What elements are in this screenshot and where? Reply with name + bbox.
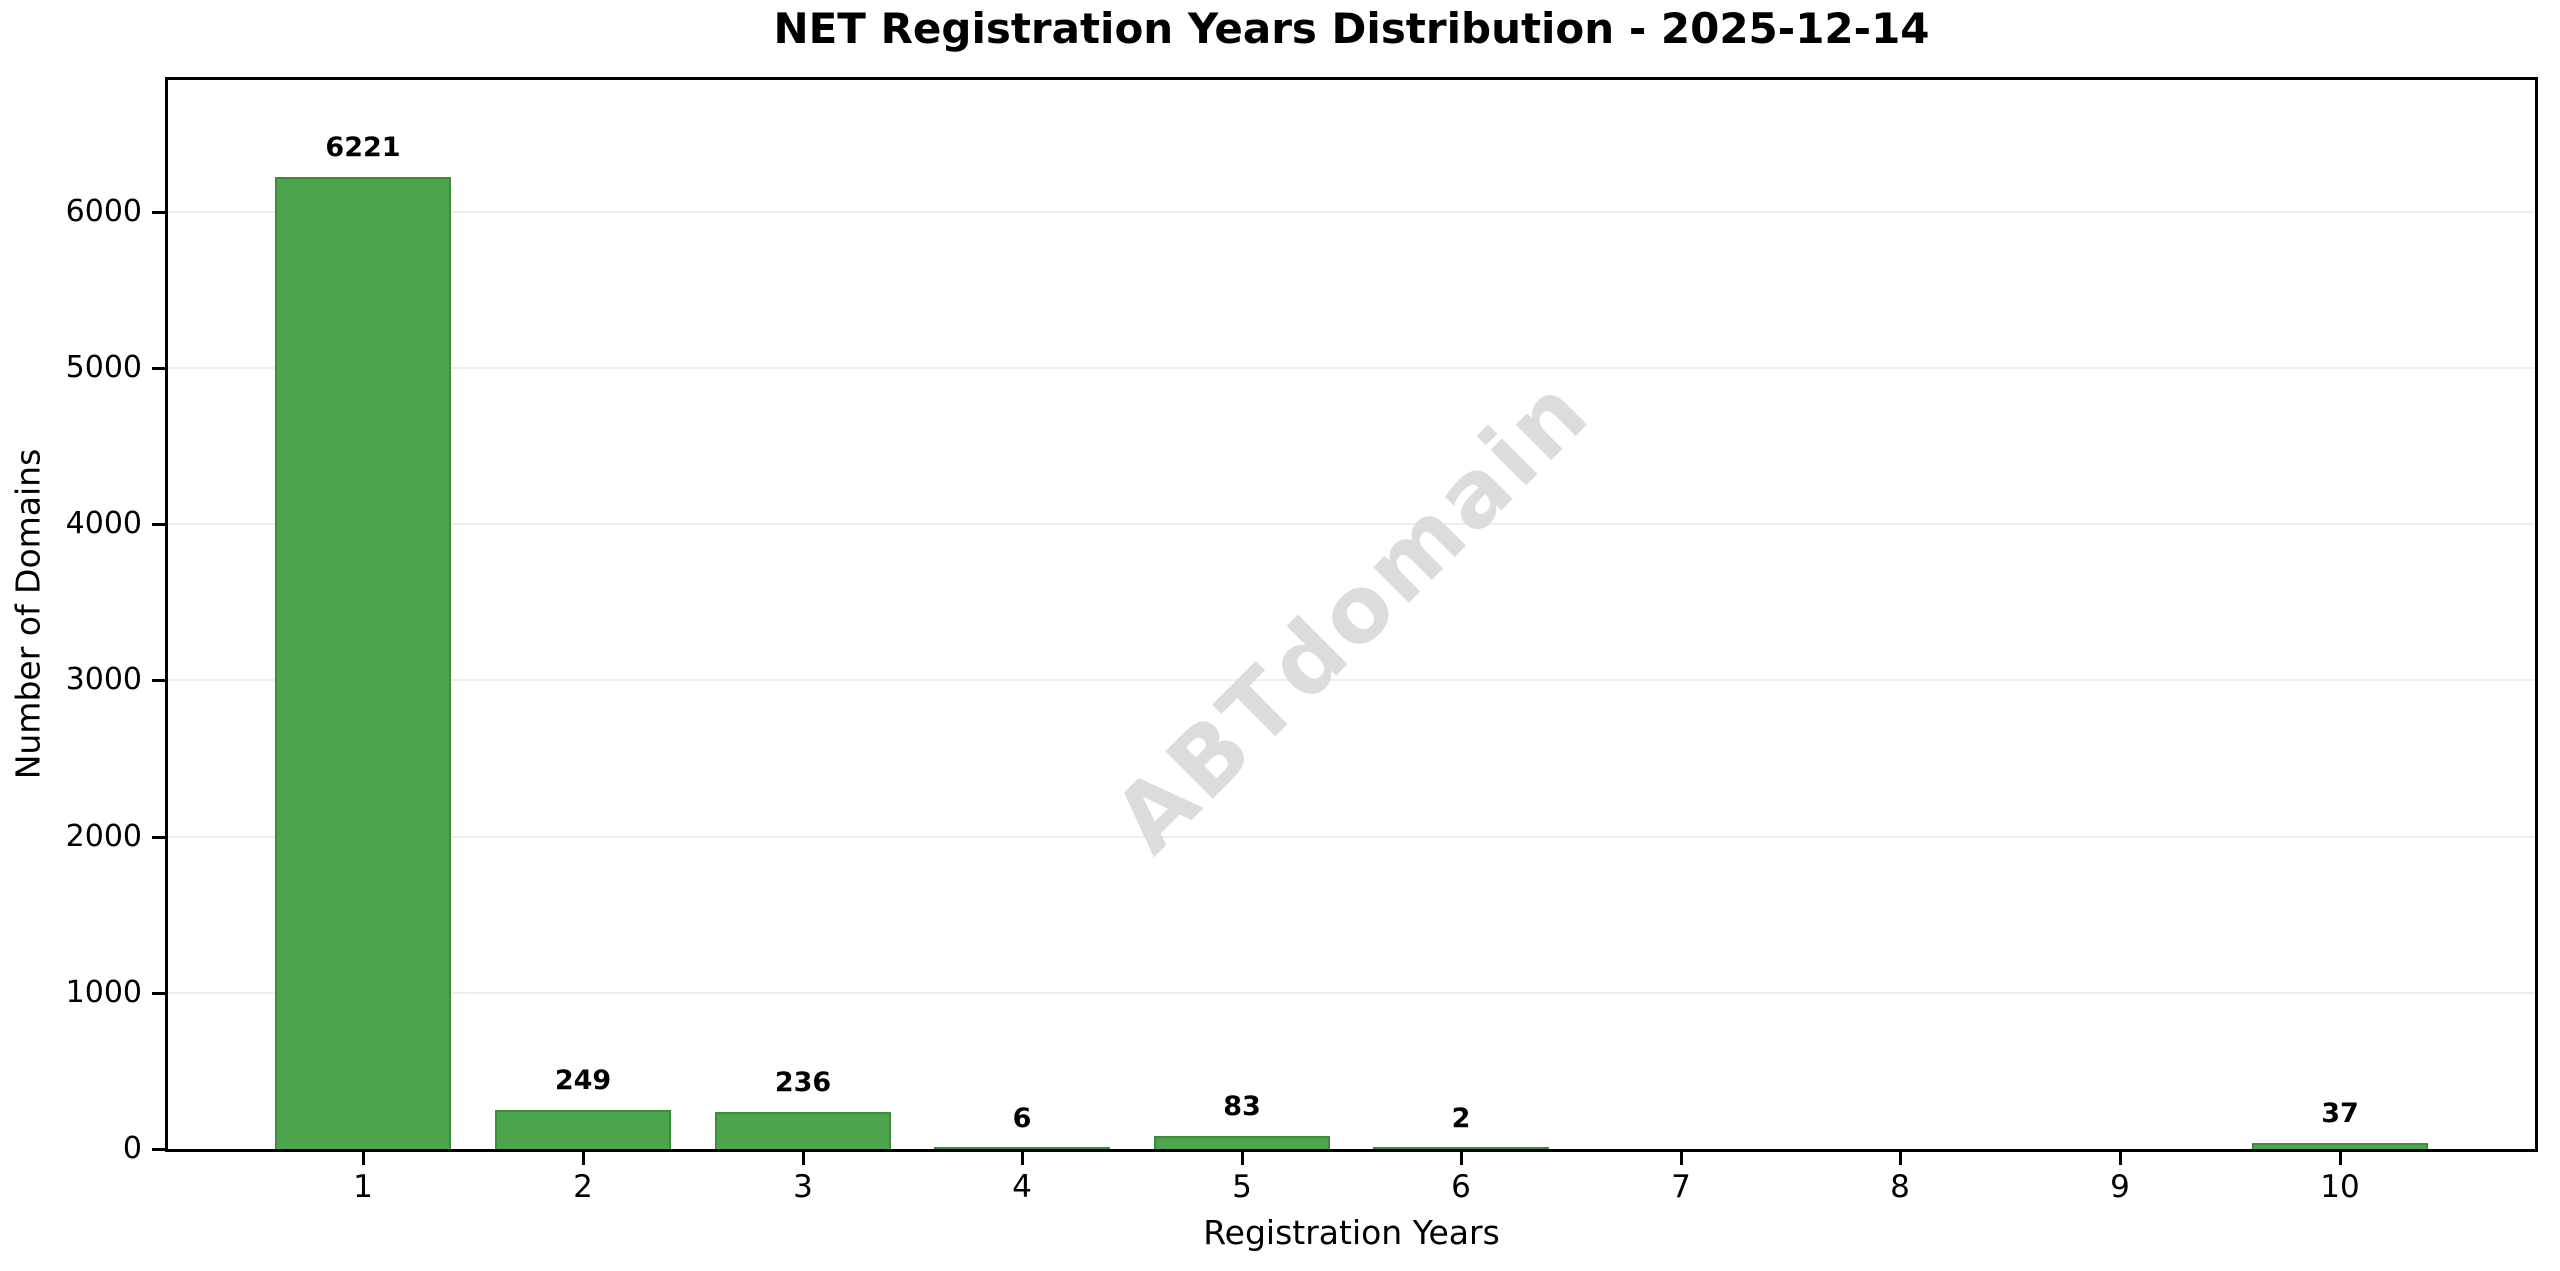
x-tick-mark-2 bbox=[582, 1152, 585, 1165]
x-tick-label-10: 10 bbox=[2320, 1169, 2360, 1205]
bar-value-label-6: 2 bbox=[1451, 1103, 1471, 1134]
bar-value-label-1: 6221 bbox=[325, 132, 401, 163]
x-tick-label-3: 3 bbox=[793, 1169, 813, 1205]
y-tick-mark-2000 bbox=[152, 836, 165, 839]
x-tick-mark-10 bbox=[2339, 1152, 2342, 1165]
gridline-3000 bbox=[168, 679, 2535, 681]
y-tick-mark-3000 bbox=[152, 679, 165, 682]
bar-value-label-5: 83 bbox=[1223, 1091, 1261, 1122]
y-tick-label-2000: 2000 bbox=[65, 819, 142, 854]
bar-year-1 bbox=[275, 177, 451, 1149]
watermark: ABTdomain bbox=[1093, 356, 1610, 873]
x-tick-label-5: 5 bbox=[1232, 1169, 1252, 1205]
y-tick-label-4000: 4000 bbox=[65, 506, 142, 541]
gridline-2000 bbox=[168, 836, 2535, 838]
x-tick-label-8: 8 bbox=[1890, 1169, 1910, 1205]
x-tick-mark-9 bbox=[2119, 1152, 2122, 1165]
y-tick-mark-6000 bbox=[152, 211, 165, 214]
x-tick-label-9: 9 bbox=[2110, 1169, 2130, 1205]
y-tick-label-0: 0 bbox=[122, 1131, 142, 1166]
bar-year-5 bbox=[1154, 1136, 1330, 1149]
gridline-5000 bbox=[168, 367, 2535, 369]
x-tick-label-1: 1 bbox=[353, 1169, 373, 1205]
plot-area: ABTdomain bbox=[165, 77, 2538, 1152]
bar-value-label-10: 37 bbox=[2321, 1098, 2359, 1129]
gridline-4000 bbox=[168, 523, 2535, 525]
y-tick-label-5000: 5000 bbox=[65, 350, 142, 385]
y-tick-mark-0 bbox=[152, 1148, 165, 1151]
x-tick-label-6: 6 bbox=[1451, 1169, 1471, 1205]
x-tick-label-2: 2 bbox=[573, 1169, 593, 1205]
bar-year-3 bbox=[715, 1112, 891, 1149]
chart-title: NET Registration Years Distribution - 20… bbox=[773, 4, 1930, 53]
y-axis-label: Number of Domains bbox=[8, 448, 48, 780]
y-tick-mark-4000 bbox=[152, 523, 165, 526]
y-tick-label-6000: 6000 bbox=[65, 194, 142, 229]
x-tick-mark-1 bbox=[362, 1152, 365, 1165]
x-tick-label-7: 7 bbox=[1671, 1169, 1691, 1205]
x-tick-mark-6 bbox=[1460, 1152, 1463, 1165]
y-tick-label-1000: 1000 bbox=[65, 975, 142, 1010]
x-tick-mark-7 bbox=[1680, 1152, 1683, 1165]
y-tick-mark-5000 bbox=[152, 367, 165, 370]
bar-year-2 bbox=[495, 1110, 671, 1149]
bar-value-label-3: 236 bbox=[774, 1067, 832, 1098]
x-tick-mark-5 bbox=[1241, 1152, 1244, 1165]
y-tick-label-3000: 3000 bbox=[65, 662, 142, 697]
y-tick-mark-1000 bbox=[152, 992, 165, 995]
gridline-6000 bbox=[168, 211, 2535, 213]
gridline-1000 bbox=[168, 992, 2535, 994]
x-axis-label: Registration Years bbox=[1203, 1213, 1500, 1252]
bar-year-4 bbox=[934, 1147, 1110, 1149]
x-tick-mark-3 bbox=[802, 1152, 805, 1165]
bar-year-6 bbox=[1373, 1147, 1549, 1149]
bar-value-label-4: 6 bbox=[1012, 1103, 1032, 1134]
x-tick-mark-8 bbox=[1899, 1152, 1902, 1165]
bar-value-label-2: 249 bbox=[554, 1065, 612, 1096]
x-tick-mark-4 bbox=[1021, 1152, 1024, 1165]
bar-year-10 bbox=[2252, 1143, 2428, 1149]
x-tick-label-4: 4 bbox=[1012, 1169, 1032, 1205]
